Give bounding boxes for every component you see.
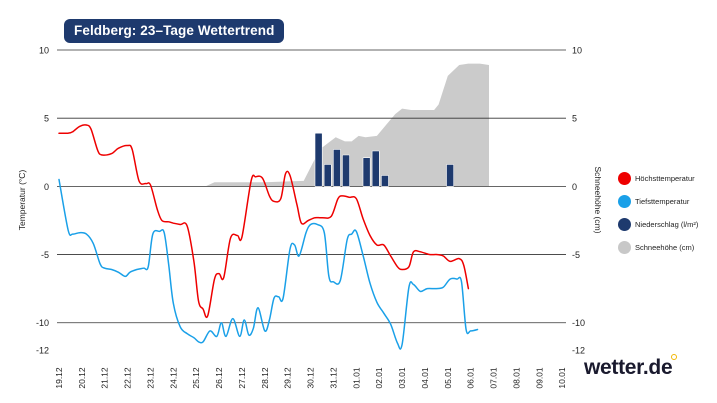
precipitation-bar: [446, 164, 454, 187]
legend-navy-dot-icon: [618, 218, 631, 231]
x-axis-ticks: 19.12 20.12 21.12 22.12 23.12 24.12 25.12 26.12…: [54, 367, 567, 389]
x-tick-label: 27.12: [237, 367, 247, 389]
x-tick-label: 23.12: [146, 367, 156, 389]
y-axis-right-label: Schneehöhe (cm): [593, 166, 603, 233]
precipitation-bar: [342, 154, 350, 187]
y-tick-right: 5: [572, 114, 577, 124]
right-axis-ticks: 10 5 0 -5 -10 -12: [572, 46, 585, 356]
x-tick-label: 06.01: [466, 367, 476, 389]
max-temp-line: [58, 124, 470, 319]
min-temp-line: [58, 178, 479, 350]
brand-dot-icon: [671, 354, 677, 360]
left-axis-ticks: 10 5 0 -5 -10 -12: [36, 46, 49, 356]
x-tick-label: 19.12: [54, 367, 64, 389]
precipitation-bar: [314, 132, 323, 187]
y-axis-left-label: Temperatur (°C): [17, 170, 27, 231]
x-tick-label: 08.01: [511, 367, 521, 389]
y-tick-left: -12: [36, 346, 49, 356]
x-tick-label: 21.12: [100, 367, 110, 389]
x-tick-label: 25.12: [191, 367, 201, 389]
precipitation-bar: [371, 150, 380, 187]
precipitation-bar: [332, 149, 341, 187]
precipitation-bar: [380, 175, 389, 187]
x-tick-label: 02.01: [374, 367, 384, 389]
snow-depth-area: [59, 63, 489, 187]
precipitation-bars: [314, 132, 454, 187]
x-tick-label: 01.01: [351, 367, 361, 389]
x-tick-label: 03.01: [397, 367, 407, 389]
x-tick-label: 22.12: [123, 367, 133, 389]
y-tick-right: -5: [572, 250, 580, 260]
plot-area-background: [57, 50, 566, 350]
precipitation-bar: [323, 164, 332, 187]
x-tick-label: 04.01: [420, 367, 430, 389]
legend-label: Niederschlag (l/m²): [635, 220, 699, 229]
gridlines: [57, 49, 566, 324]
y-tick-left: -5: [41, 250, 49, 260]
y-tick-right: -12: [572, 346, 585, 356]
y-tick-left: 5: [44, 114, 49, 124]
legend-label: Schneehöhe (cm): [635, 243, 695, 252]
snow-area: [59, 63, 489, 187]
precipitation-bar: [362, 157, 371, 187]
temperature-lines: [58, 124, 479, 350]
x-tick-label: 31.12: [328, 367, 338, 389]
x-tick-label: 29.12: [283, 367, 293, 389]
x-tick-label: 28.12: [260, 367, 270, 389]
y-tick-right: -10: [572, 318, 585, 328]
chart-title: Feldberg: 23–Tage Wettertrend: [64, 19, 285, 43]
y-tick-right: 0: [572, 182, 577, 192]
x-tick-label: 24.12: [168, 367, 178, 389]
x-tick-label: 10.01: [557, 367, 567, 389]
x-tick-label: 07.01: [489, 367, 499, 389]
legend-blue-dot-icon: [618, 195, 631, 208]
y-tick-left: -10: [36, 318, 49, 328]
legend-label: Höchsttemperatur: [635, 174, 695, 183]
x-tick-label: 05.01: [443, 367, 453, 389]
x-tick-label: 30.12: [306, 367, 316, 389]
y-tick-left: 10: [39, 46, 49, 56]
x-tick-label: 20.12: [77, 367, 87, 389]
x-tick-label: 26.12: [214, 367, 224, 389]
legend-red-dot-icon: [618, 172, 631, 185]
y-tick-right: 10: [572, 46, 582, 56]
brand-logo[interactable]: wetter.de: [584, 356, 673, 379]
x-tick-label: 09.01: [534, 367, 544, 389]
y-tick-left: 0: [44, 182, 49, 192]
legend-gray-dot-icon: [618, 241, 631, 254]
legend-label: Tiefsttemperatur: [635, 197, 690, 206]
